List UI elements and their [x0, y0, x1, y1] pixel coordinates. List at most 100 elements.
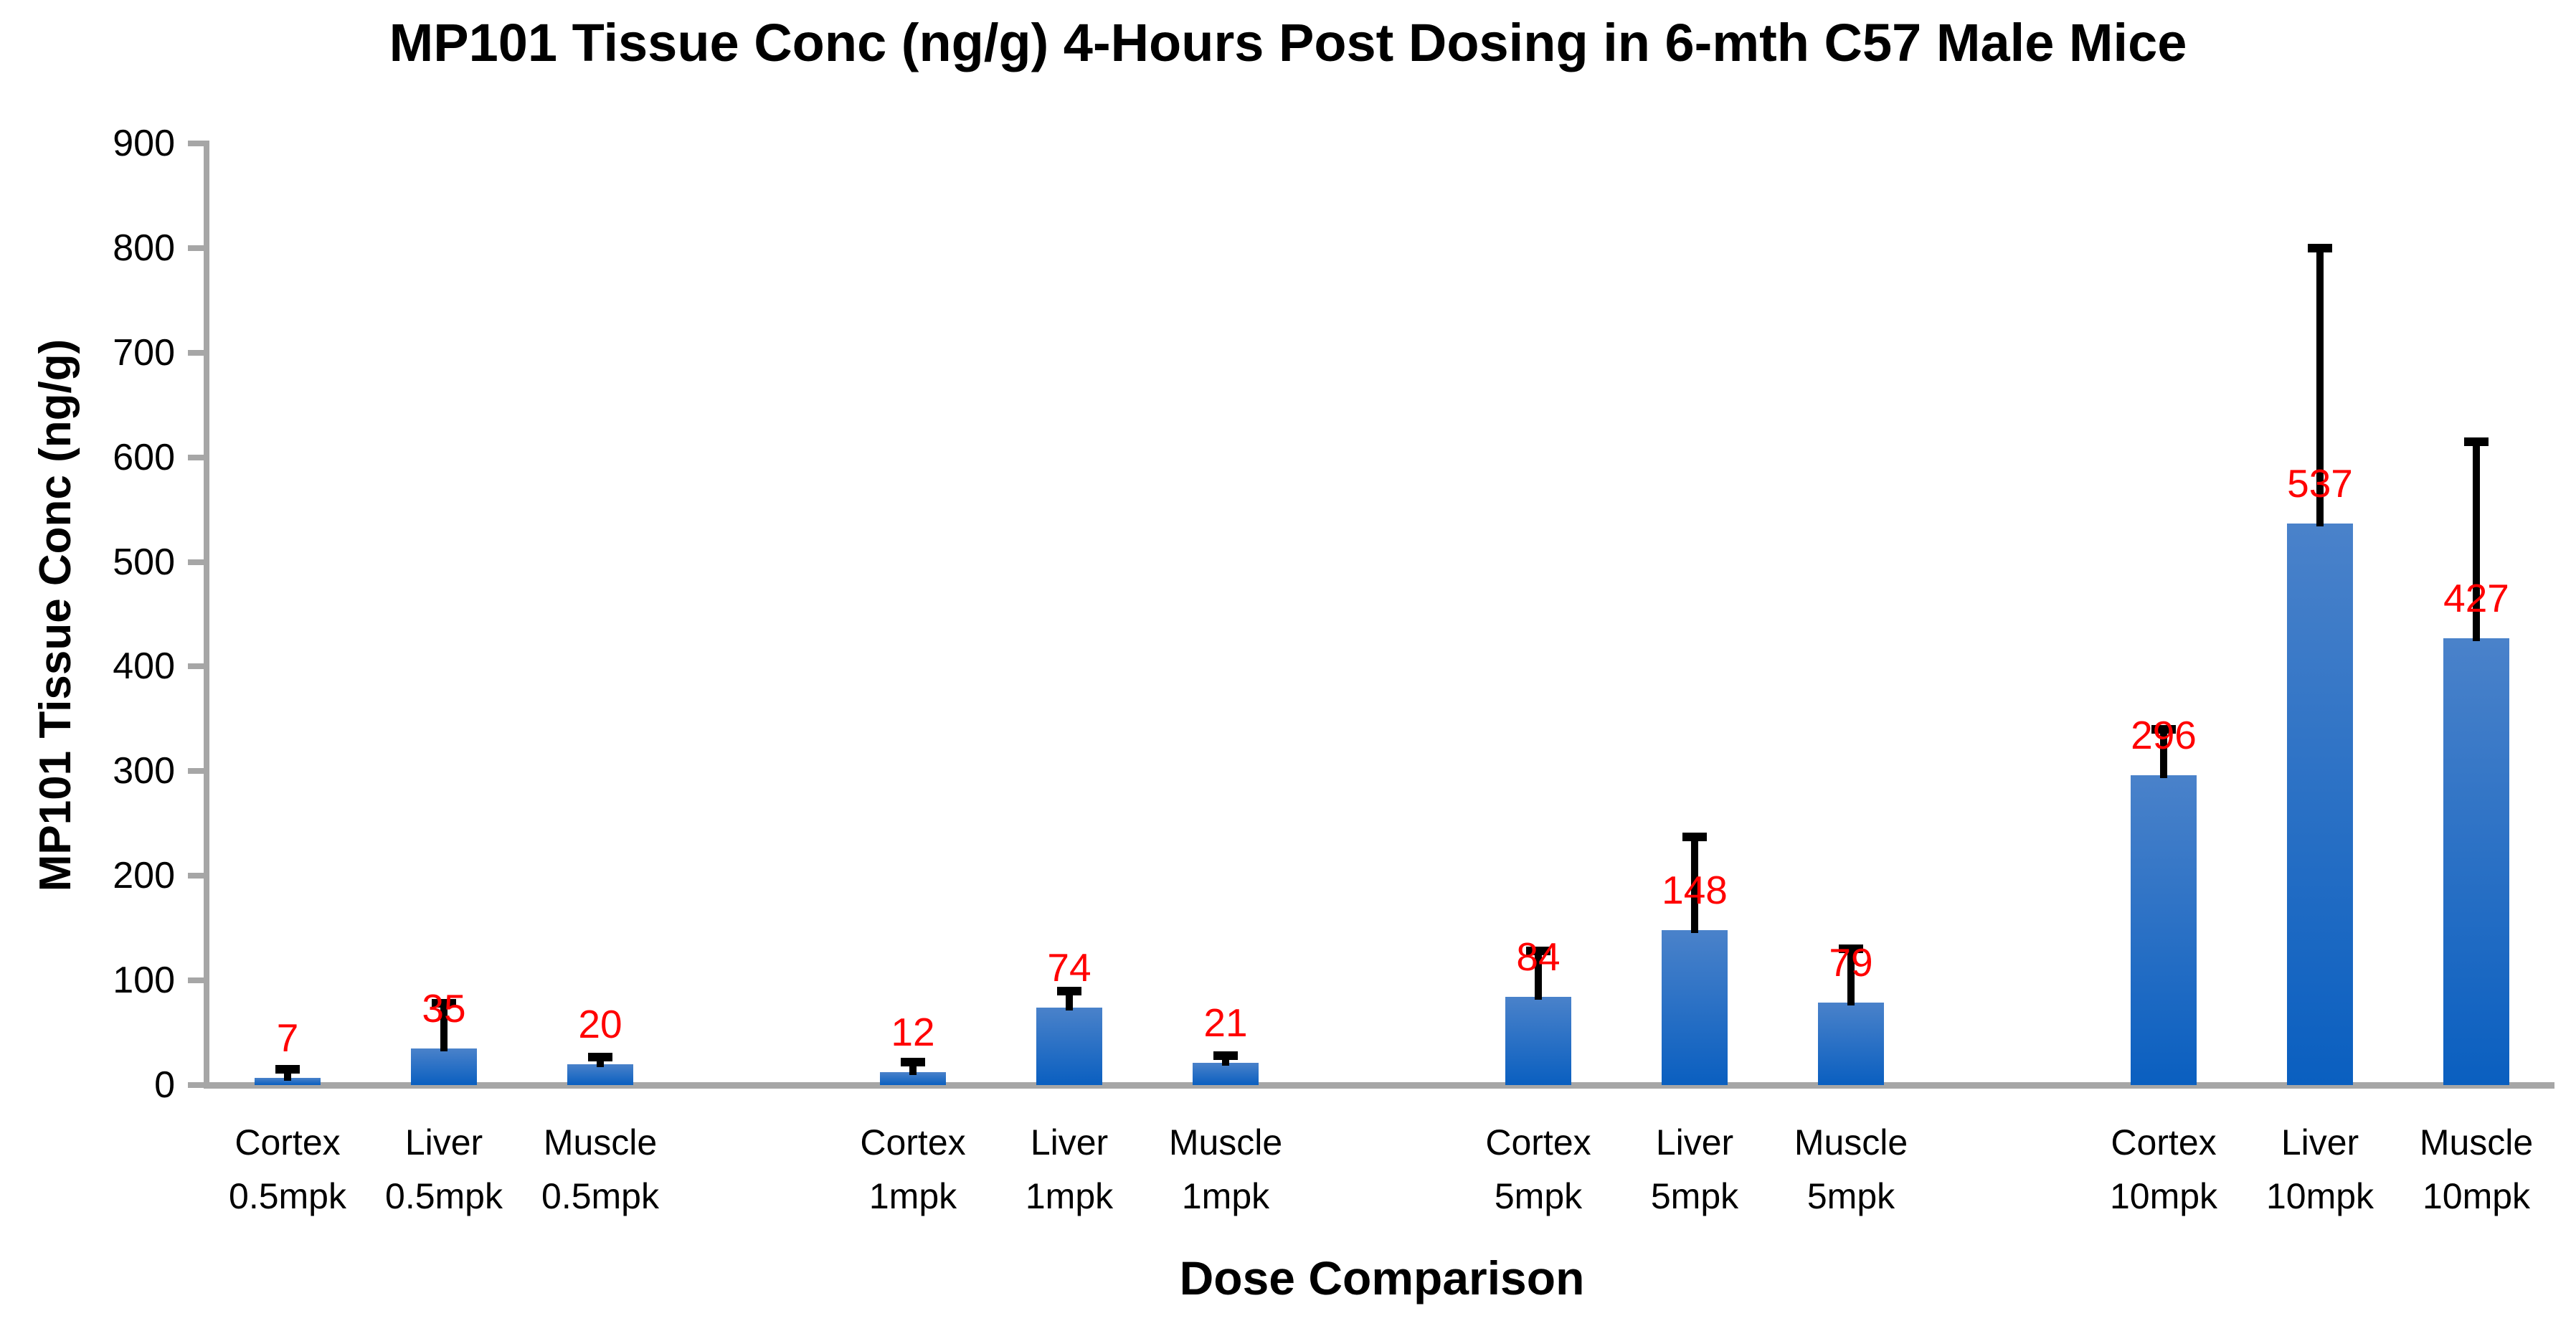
error-bar-cap: [2464, 437, 2489, 446]
bar-value-label: 296: [2131, 713, 2197, 758]
y-tick-label: 300: [113, 750, 175, 792]
category-label: Cortex 0.5mpk: [173, 1116, 402, 1223]
y-tick-label: 900: [113, 123, 175, 164]
bar: [1662, 930, 1728, 1085]
category-label-dose: 10mpk: [2265, 1176, 2374, 1216]
y-tick: [188, 768, 209, 775]
error-bar-whisker: [2160, 729, 2167, 779]
y-tick-label: 500: [113, 541, 175, 583]
bar-value-label: 79: [1829, 939, 1873, 985]
category-label-tissue: Liver: [1655, 1122, 1734, 1163]
y-tick-label: 100: [113, 960, 175, 1002]
error-bar-whisker: [1847, 949, 1855, 1005]
category-label-tissue: Muscle: [1168, 1122, 1283, 1163]
error-bar-whisker: [1066, 990, 1073, 1011]
error-bar-whisker: [2316, 247, 2324, 526]
bar-value-label: 20: [578, 1001, 622, 1046]
bar: [567, 1064, 633, 1085]
category-label-dose: 1mpk: [868, 1176, 957, 1216]
bar-value-label: 84: [1516, 934, 1561, 980]
error-bar-cap: [901, 1057, 925, 1066]
y-tick: [188, 245, 209, 251]
bar-value-label: 74: [1047, 945, 1092, 990]
error-bar-cap: [1526, 947, 1550, 956]
error-bar-whisker: [1535, 951, 1542, 1000]
y-tick-label: 600: [113, 436, 175, 478]
category-label-tissue: Muscle: [2419, 1122, 2534, 1163]
y-axis-line: [204, 141, 209, 1089]
y-tick-label: 0: [154, 1064, 175, 1106]
category-label-dose: 5mpk: [1494, 1176, 1583, 1216]
category-label-tissue: Cortex: [1485, 1122, 1591, 1163]
bar: [880, 1072, 946, 1085]
y-tick: [188, 663, 209, 670]
category-label: Muscle 0.5mpk: [486, 1116, 715, 1223]
error-bar-whisker: [1691, 837, 1698, 934]
bar-value-label: 35: [422, 985, 466, 1031]
category-label: Liver 5mpk: [1580, 1116, 1809, 1223]
category-label-dose: 1mpk: [1025, 1176, 1114, 1216]
error-bar-whisker: [597, 1056, 604, 1067]
y-tick-label: 200: [113, 855, 175, 897]
bar: [1818, 1002, 1884, 1085]
chart-title: MP101 Tissue Conc (ng/g) 4-Hours Post Do…: [389, 13, 2187, 72]
bar: [2287, 523, 2353, 1085]
error-bar-cap: [275, 1065, 300, 1074]
category-label: Muscle 10mpk: [2362, 1116, 2576, 1223]
y-tick: [188, 349, 209, 356]
error-bar-whisker: [909, 1061, 917, 1076]
category-label: Muscle 1mpk: [1111, 1116, 1340, 1223]
bar: [411, 1048, 477, 1085]
error-bar-cap: [2151, 724, 2176, 734]
y-tick: [188, 559, 209, 565]
bar-value-label: 427: [2443, 576, 2509, 621]
error-bar-whisker: [440, 1003, 448, 1051]
category-label-tissue: Cortex: [2111, 1122, 2217, 1163]
bar: [1505, 997, 1571, 1085]
error-bar-cap: [1213, 1051, 1238, 1061]
category-label-tissue: Liver: [2281, 1122, 2359, 1163]
category-label: Liver 1mpk: [955, 1116, 1184, 1223]
error-bar-cap: [1057, 986, 1081, 995]
bar: [2443, 638, 2509, 1085]
category-label-dose: 0.5mpk: [541, 1176, 659, 1216]
bar-value-label: 7: [276, 1015, 299, 1060]
category-label-tissue: Muscle: [543, 1122, 658, 1163]
category-label: Cortex 1mpk: [798, 1116, 1028, 1223]
bar-value-label: 537: [2287, 460, 2353, 506]
category-label: Cortex 10mpk: [2049, 1116, 2278, 1223]
y-tick-label: 400: [113, 645, 175, 688]
error-bar-whisker: [1222, 1056, 1229, 1066]
category-label-dose: 10mpk: [2109, 1176, 2218, 1216]
error-bar-cap: [432, 999, 456, 1008]
y-tick-label: 700: [113, 331, 175, 374]
x-axis-title: Dose Comparison: [1179, 1251, 1585, 1305]
category-label: Liver 0.5mpk: [329, 1116, 559, 1223]
category-label: Cortex 5mpk: [1424, 1116, 1653, 1223]
bar: [1193, 1063, 1259, 1085]
category-label-dose: 0.5mpk: [385, 1176, 503, 1216]
error-bar-whisker: [284, 1069, 291, 1081]
error-bar-whisker: [2473, 441, 2480, 642]
error-bar-cap: [1682, 833, 1707, 842]
y-tick-label: 800: [113, 227, 175, 269]
category-label-tissue: Liver: [1030, 1122, 1109, 1163]
category-label-tissue: Cortex: [860, 1122, 966, 1163]
category-label-dose: 5mpk: [1650, 1176, 1739, 1216]
bar: [1036, 1008, 1102, 1085]
error-bar-cap: [1839, 944, 1863, 954]
bar-value-label: 12: [891, 1010, 935, 1055]
y-tick: [188, 977, 209, 984]
category-label-tissue: Liver: [404, 1122, 483, 1163]
bar-value-label: 21: [1203, 1000, 1248, 1046]
x-axis-line: [204, 1082, 2554, 1089]
bar: [2131, 775, 2197, 1085]
y-tick: [188, 873, 209, 879]
category-label-tissue: Cortex: [235, 1122, 341, 1163]
category-label: Muscle 5mpk: [1736, 1116, 1966, 1223]
y-tick: [188, 1082, 209, 1088]
error-bar-cap: [588, 1052, 612, 1061]
bar-value-label: 148: [1662, 868, 1728, 913]
